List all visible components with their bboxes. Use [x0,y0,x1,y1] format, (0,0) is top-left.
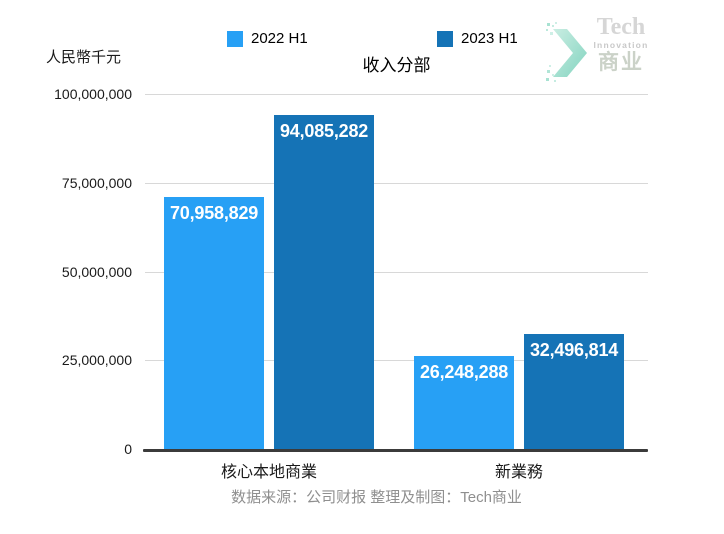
bar-2023h1-0: 94,085,282 [274,115,374,449]
bar-value-label: 70,958,829 [170,203,259,223]
bar-2023h1-1: 32,496,814 [524,334,624,449]
category-label: 新業務 [494,464,543,481]
legend-swatch [227,30,243,47]
legend-label: 2022 H1 [251,30,308,47]
legend-item-2023h1: 2023 H1 [437,30,518,47]
category-label: 核心本地商業 [220,464,317,481]
bar-value-label: 32,496,814 [530,340,619,360]
x-axis-line [143,449,648,452]
y-axis-unit-label: 人民幣千元 [46,49,122,66]
gridline [145,360,648,361]
bar-2022h1-1: 26,248,288 [414,356,514,449]
brand-cn-name: 商业 [598,50,644,74]
legend-swatch [437,30,453,47]
brand-watermark: Tech Innovation 商业 [546,12,656,88]
gridline [145,94,648,95]
y-tick-label: 25,000,000 [61,352,132,368]
gridline [145,183,648,184]
bar-value-label: 26,248,288 [420,362,509,382]
y-tick-label: 100,000,000 [54,86,132,102]
bar-value-label: 94,085,282 [280,121,369,141]
brand-name: Tech [596,14,646,40]
legend-label: 2023 H1 [461,30,518,47]
brand-subtitle: Innovation [593,40,649,50]
y-tick-label: 50,000,000 [61,264,132,280]
y-tick-label: 75,000,000 [61,175,132,191]
legend-item-2022h1: 2022 H1 [227,30,308,47]
chevron-arrow-icon [546,22,587,82]
bar-2022h1-0: 70,958,829 [164,197,264,449]
brand-text: Tech Innovation 商业 [588,14,654,74]
source-note: 数据来源：公司财报 整理及制图：Tech商业 [231,489,522,506]
y-tick-label: 0 [124,441,132,457]
chart-title: 收入分部 [362,56,431,75]
gridline [145,272,648,273]
